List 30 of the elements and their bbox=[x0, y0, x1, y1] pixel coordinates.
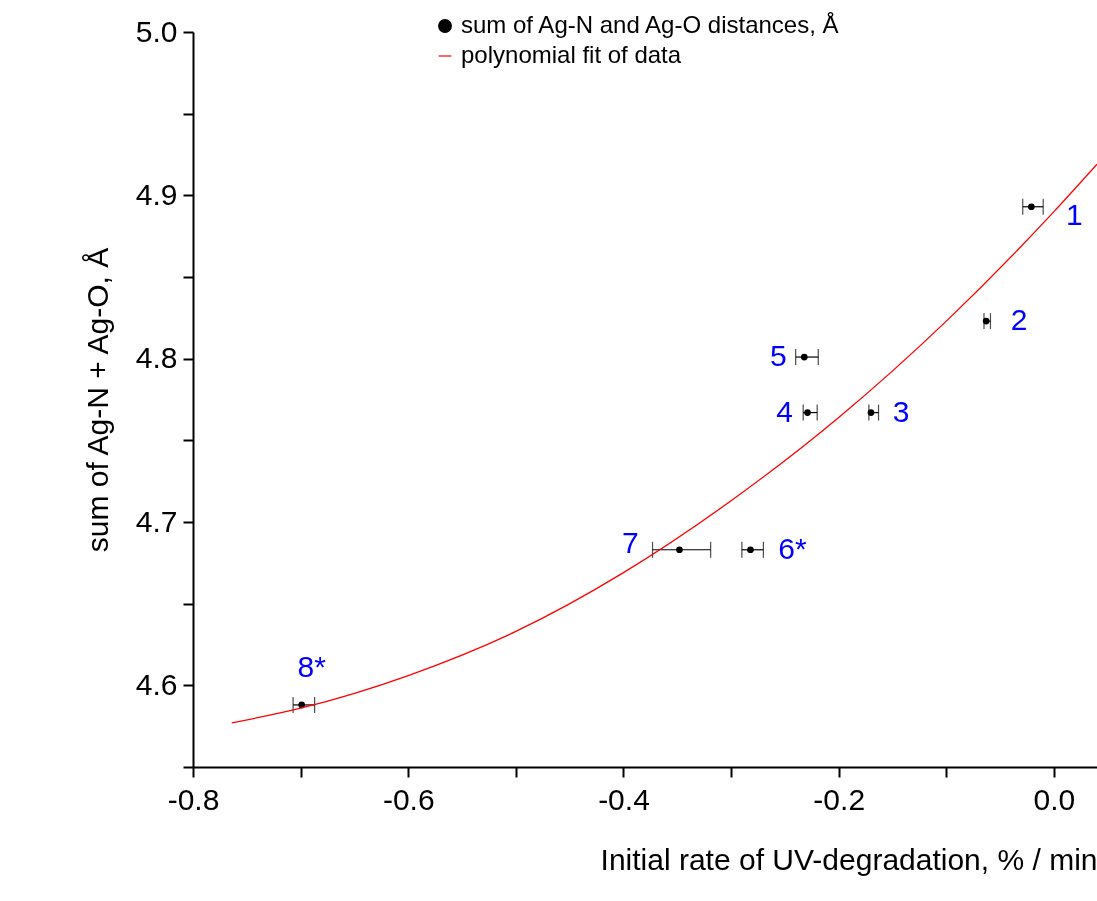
line-series bbox=[231, 163, 1097, 724]
annotation: 6* bbox=[778, 531, 807, 565]
annotation: 7 bbox=[622, 525, 639, 559]
point bbox=[867, 409, 875, 416]
legend-label: sum of Ag-N and Ag-O distances, Å bbox=[461, 11, 839, 38]
annotation: 4 bbox=[776, 394, 793, 428]
point bbox=[1028, 203, 1035, 211]
point bbox=[804, 409, 811, 416]
y-tick-label: 4.9 bbox=[135, 177, 178, 211]
x-tick-label: -0.4 bbox=[598, 782, 650, 816]
annotation: 1 bbox=[1066, 197, 1083, 231]
x-axis-title: Initial rate of UV-degradation, % / min bbox=[600, 842, 1097, 876]
y-tick-label: 4.8 bbox=[135, 341, 178, 375]
annotation: 3 bbox=[892, 394, 910, 428]
x-tick-label: -0.8 bbox=[167, 782, 220, 816]
y-axis-title: sum of Ag-N + Ag-O, Å bbox=[80, 247, 114, 553]
y-tick-label: 4.6 bbox=[135, 667, 178, 701]
y-tick-label: 5.0 bbox=[135, 14, 178, 48]
legend-label: polynomial fit of data bbox=[461, 41, 682, 68]
point bbox=[747, 546, 754, 554]
annotation: 8* bbox=[297, 649, 327, 683]
x-tick-label: -0.2 bbox=[813, 782, 866, 816]
annotation: 2 bbox=[1010, 303, 1028, 337]
point bbox=[676, 546, 683, 554]
point bbox=[298, 701, 306, 709]
annotation: 5 bbox=[769, 339, 787, 373]
x-tick-label: -0.6 bbox=[382, 782, 435, 816]
point bbox=[800, 353, 808, 361]
x-tick-label: 0.0 bbox=[1033, 782, 1076, 816]
y-tick-label: 4.7 bbox=[135, 504, 178, 538]
